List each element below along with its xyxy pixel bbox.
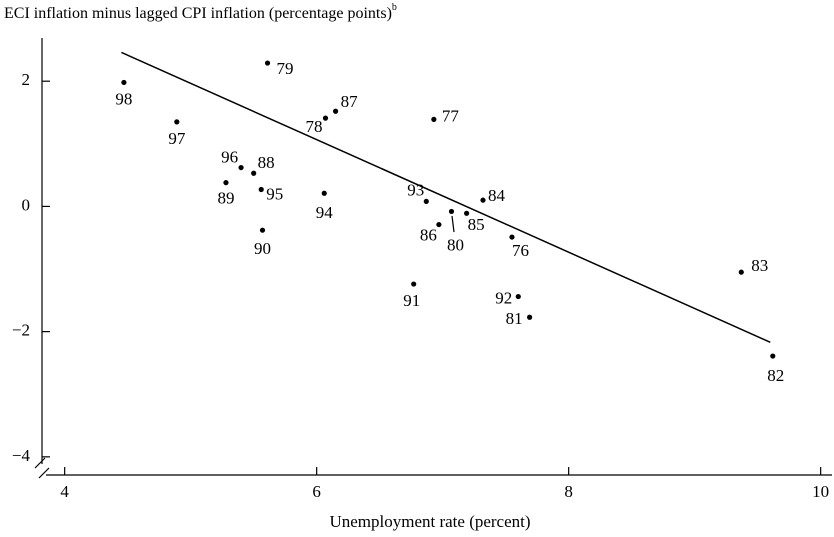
point-label: 85 [468,215,485,234]
point [448,208,455,215]
point [223,180,229,186]
point-label: 87 [341,92,359,111]
x-tick-label: 4 [60,482,69,501]
point-label: 77 [442,106,460,125]
point [480,197,486,203]
point-label: 79 [277,59,294,78]
point [258,186,264,193]
axes [41,38,832,476]
point-label: 90 [254,239,271,258]
point-label: 92 [495,288,512,307]
point [121,79,127,86]
point [527,314,533,320]
axis-break [34,457,46,469]
title-note: b [392,2,397,13]
y-tick-label: −4 [12,446,31,465]
point-label: 78 [305,117,322,136]
y-tick-label: 2 [22,70,31,89]
y-tick-label: 0 [22,195,31,214]
chart-title: ECI inflation minus lagged CPI inflation… [4,2,397,21]
point [321,190,327,196]
point-label: 93 [407,180,424,199]
point-label: 81 [506,309,523,328]
point [264,60,271,66]
point-label: 84 [488,186,506,205]
point [174,119,180,125]
x-tick-label: 8 [564,482,573,501]
point [322,115,329,121]
point-label: 80 [447,235,464,254]
point-label: 76 [512,241,529,260]
label-leader [451,215,455,233]
point-label: 86 [420,225,437,244]
point [509,234,515,240]
point-label: 97 [168,129,186,148]
point [436,221,442,228]
point [515,293,521,300]
point-label: 98 [115,89,132,108]
point-label: 95 [266,184,283,203]
point [411,281,417,287]
fit-line [121,51,771,343]
point [251,170,257,176]
point [770,353,776,359]
point-label: 82 [767,366,784,385]
y-tick-label: −2 [12,321,30,340]
point-label: 83 [751,256,768,275]
x-tick-label: 10 [812,482,829,501]
axis-break [38,467,50,479]
point-label: 96 [221,148,238,167]
point [423,198,429,205]
point [259,227,266,233]
point [238,164,244,171]
point [464,210,470,216]
point [332,108,339,114]
point-label: 89 [217,189,234,208]
title-text: ECI inflation minus lagged CPI inflation… [4,5,392,22]
point [738,269,744,275]
point-label: 88 [258,153,275,172]
x-tick-label: 6 [312,482,321,501]
point-label: 91 [403,291,420,310]
point [431,116,437,122]
point-label: 94 [316,203,334,222]
x-axis-label: Unemployment rate (percent) [329,512,530,531]
